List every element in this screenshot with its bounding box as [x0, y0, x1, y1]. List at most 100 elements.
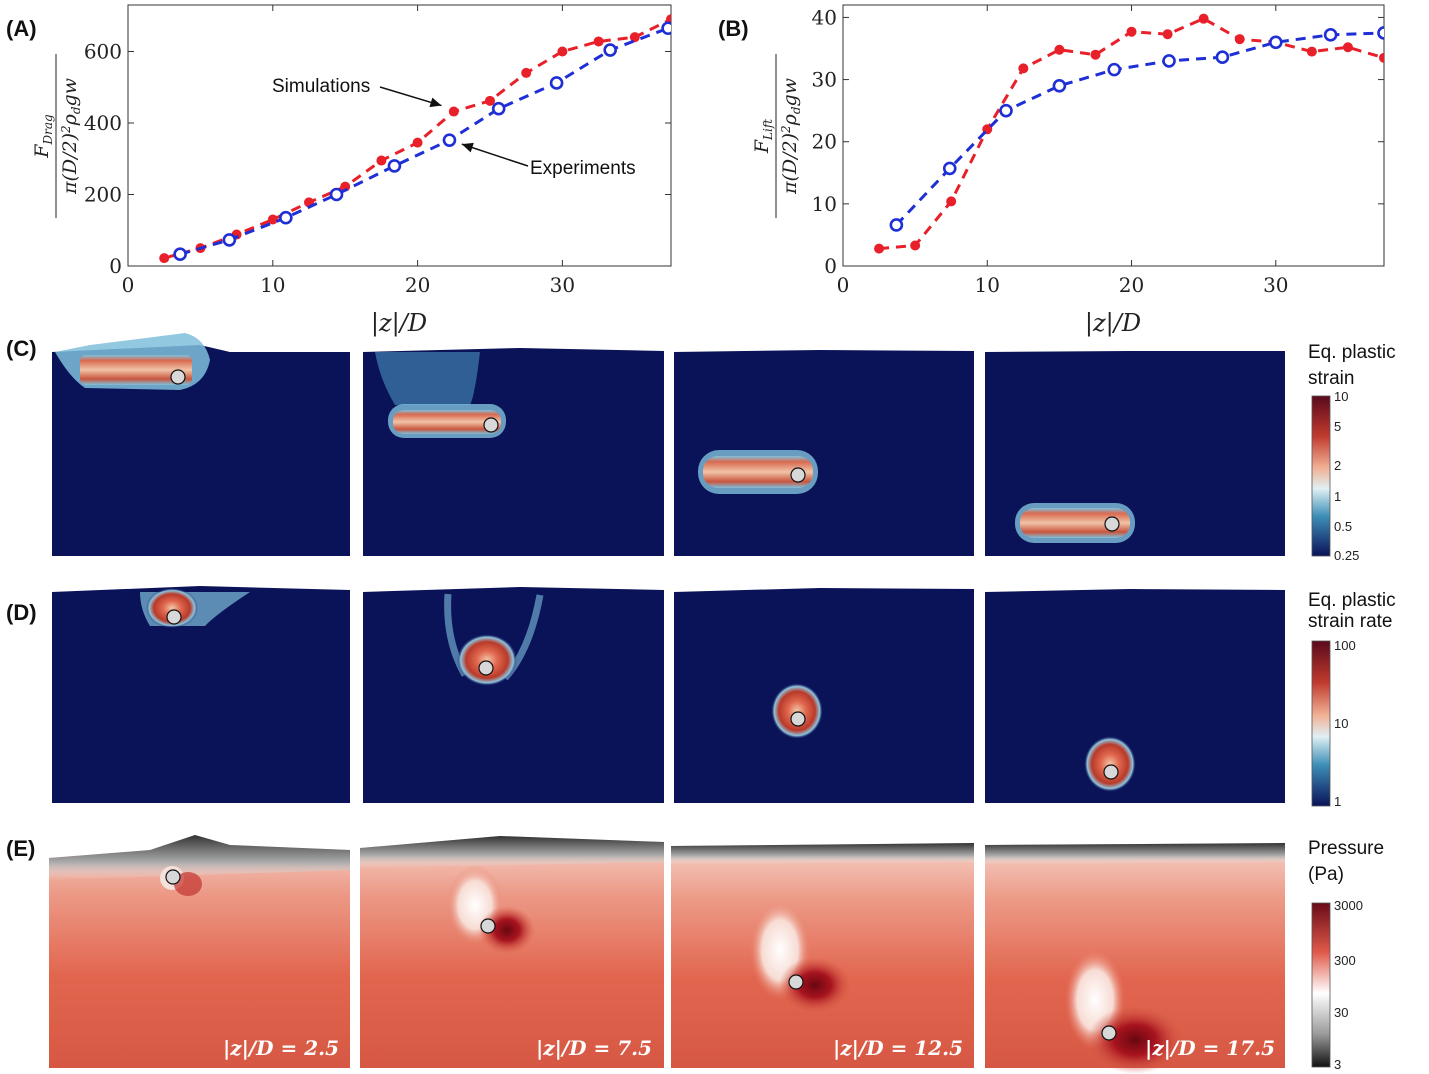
svg-text:FDrag: FDrag — [31, 114, 55, 159]
strain-rate-map-2 — [363, 587, 664, 803]
data-point — [279, 210, 293, 225]
intruder-circle — [1104, 516, 1120, 532]
strain-rate-map-3 — [674, 588, 974, 803]
data-point — [521, 67, 532, 78]
data-point — [1090, 49, 1101, 60]
depth-label: |z|/D = 17.5 — [1145, 1036, 1275, 1060]
intruder-circle — [790, 467, 806, 483]
data-point — [267, 214, 278, 225]
depth-label: |z|/D = 12.5 — [833, 1036, 963, 1060]
data-point — [329, 187, 344, 202]
y-tick-label: 400 — [84, 111, 122, 135]
colorbar-title-line2: (Pa) — [1308, 864, 1344, 885]
panel-label-d: (D) — [6, 600, 37, 625]
data-point — [448, 106, 459, 117]
colorbar-tick: 2 — [1334, 458, 1341, 473]
data-point — [1162, 54, 1176, 68]
data-point — [412, 137, 423, 148]
colorbar-tick: 0.5 — [1334, 519, 1352, 534]
y-tick-label: 600 — [84, 39, 122, 63]
colorbar-tick: 300 — [1334, 953, 1356, 968]
data-point — [376, 155, 387, 166]
pressure-map-2: |z|/D = 7.5 — [360, 836, 664, 1068]
drag-chart: 0 10 20 30 0 200 400 600 |z|/D FDrag π(D/2)2ρdg… — [31, 4, 672, 338]
y-tick-label: 0 — [824, 254, 837, 278]
data-point — [1107, 62, 1122, 77]
data-point — [1018, 63, 1029, 74]
colorbar-tick: 100 — [1334, 638, 1356, 653]
colorbar-title-line1: Eq. plastic — [1308, 342, 1396, 363]
data-point — [1198, 13, 1209, 24]
pressure-map-3: |z|/D = 12.5 — [671, 843, 974, 1068]
x-tick-label: 0 — [122, 273, 135, 297]
data-point — [1162, 29, 1173, 40]
strain-rate-row: Eq. plastic strain rate 100 10 1 — [52, 586, 1396, 809]
y-tick-label: 40 — [812, 5, 837, 29]
pressure-map-1: |z|/D = 2.5 — [49, 835, 350, 1068]
x-tick-label: 0 — [837, 273, 850, 297]
colorbar-title-line1: Pressure — [1308, 838, 1384, 859]
y-axis-label: FLift π(D/2)2ρdgw — [751, 54, 803, 218]
data-point — [1126, 26, 1137, 37]
data-point — [1215, 50, 1230, 65]
colorbar-title-line2: strain — [1308, 368, 1354, 389]
data-point — [1306, 46, 1317, 57]
intruder-circle — [1103, 764, 1119, 780]
x-tick-label: 10 — [975, 273, 1000, 297]
x-tick-label: 20 — [405, 273, 430, 297]
x-tick-label: 30 — [1263, 273, 1288, 297]
intruder-circle — [478, 660, 494, 676]
annotation-arrow — [461, 143, 529, 167]
data-point — [1377, 26, 1384, 40]
colorbar-title-line1: Eq. plastic — [1308, 590, 1396, 611]
plot-frame — [842, 4, 1385, 267]
data-point — [1342, 42, 1353, 53]
strain-row: Eq. plastic strain 10 5 2 1 0.5 0.25 — [52, 333, 1396, 563]
panel-label-c: (C) — [6, 336, 37, 361]
data-point — [946, 196, 957, 207]
data-point — [549, 76, 564, 90]
annotation-label: Simulations — [272, 76, 370, 97]
lift-chart: 0 10 20 30 0 10 20 30 40 |z|/D FLift π(D/2)2ρdgw — [751, 4, 1385, 338]
x-axis-label: |z|/D — [1085, 309, 1141, 338]
data-point — [910, 240, 921, 251]
series-line-1 — [895, 31, 1384, 227]
arrow-head — [429, 97, 442, 108]
y-tick-label: 20 — [812, 130, 837, 154]
pressure-map-4: |z|/D = 17.5 — [985, 843, 1285, 1074]
data-point — [222, 233, 237, 247]
data-point — [661, 21, 671, 36]
colorbar-tick: 10 — [1334, 389, 1348, 404]
data-point — [874, 243, 885, 254]
y-axis-label: FDrag π(D/2)2ρdgw — [31, 54, 83, 218]
data-point — [1054, 44, 1065, 55]
data-point — [491, 101, 506, 116]
colorbar-tick: 3 — [1334, 1057, 1341, 1072]
panel-label-e: (E) — [6, 836, 35, 861]
strain-rate-colorbar: Eq. plastic strain rate 100 10 1 — [1308, 590, 1396, 809]
strain-rate-map-4 — [985, 589, 1285, 803]
x-tick-label: 10 — [260, 273, 285, 297]
data-point — [1234, 34, 1245, 45]
x-tick-label: 30 — [550, 273, 575, 297]
data-point — [1269, 35, 1283, 50]
strain-map-1 — [52, 333, 350, 556]
intruder-circle — [480, 918, 496, 934]
colorbar-tick: 10 — [1334, 716, 1348, 731]
intruder-circle — [170, 369, 186, 385]
panel-label-b: (B) — [718, 16, 749, 41]
colorbar-tick: 5 — [1334, 419, 1341, 434]
y-tick-label: 10 — [812, 192, 837, 216]
svg-text:π(D/2)2ρdgw: π(D/2)2ρdgw — [59, 78, 83, 195]
intruder-circle — [166, 609, 182, 625]
pressure-colorbar: Pressure (Pa) 3000 300 30 3 — [1308, 838, 1384, 1072]
intruder-circle — [1101, 1025, 1117, 1041]
svg-text:π(D/2)2ρdgw: π(D/2)2ρdgw — [779, 78, 803, 195]
strain-colorbar: Eq. plastic strain 10 5 2 1 0.5 0.25 — [1308, 342, 1396, 563]
data-point — [593, 36, 604, 47]
data-point — [603, 43, 617, 57]
strain-map-4 — [985, 351, 1285, 556]
strain-map-3 — [674, 350, 974, 556]
data-point — [387, 159, 402, 173]
